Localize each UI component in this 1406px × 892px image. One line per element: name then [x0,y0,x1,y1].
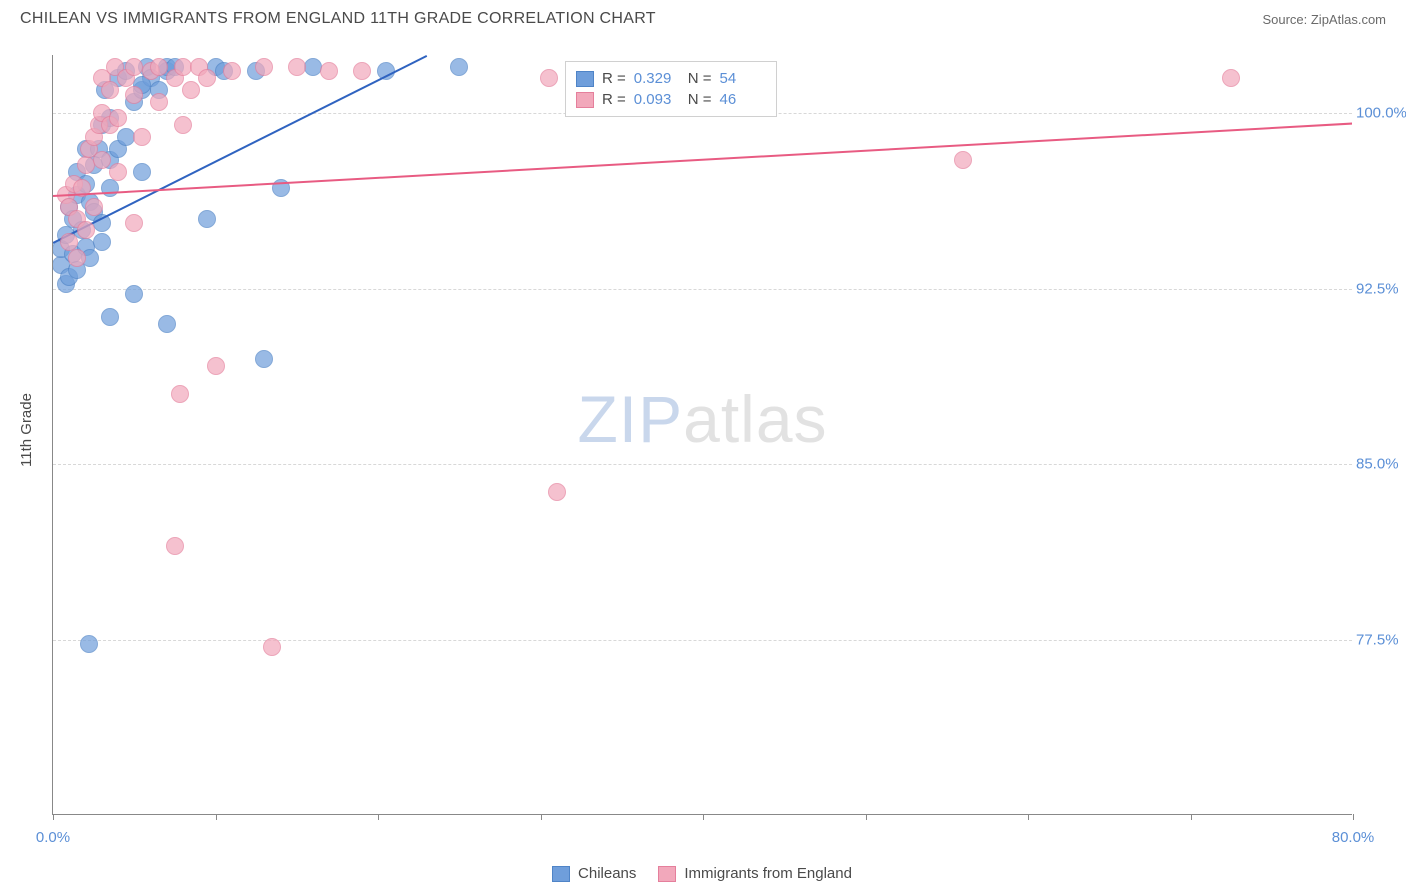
r-label: R = [602,91,626,108]
x-tick [53,814,54,820]
stats-legend-box: R = 0.329 N = 54 R = 0.093 N = 46 [565,61,777,117]
swatch-england [576,92,594,108]
r-label: R = [602,70,626,87]
n-value-england: 46 [720,91,766,108]
x-tick-label: 80.0% [1332,829,1375,846]
x-tick [703,814,704,820]
data-point-england [198,69,216,87]
data-point-england [207,357,225,375]
data-point-england [60,233,78,251]
r-value-chileans: 0.329 [634,70,680,87]
chart-title: CHILEAN VS IMMIGRANTS FROM ENGLAND 11TH … [20,10,656,28]
legend-item-england: Immigrants from England [658,865,852,882]
data-point-england [150,58,168,76]
x-tick [866,814,867,820]
data-point-chileans [158,315,176,333]
data-point-england [954,151,972,169]
data-point-england [171,385,189,403]
y-tick-label: 100.0% [1356,105,1406,122]
watermark: ZIPatlas [577,381,827,457]
legend-label-chileans: Chileans [578,865,636,882]
data-point-chileans [198,210,216,228]
source-label: Source: ZipAtlas.com [1262,12,1386,27]
data-point-england [85,198,103,216]
gridline [53,464,1352,465]
x-tick [216,814,217,820]
stats-row-chileans: R = 0.329 N = 54 [576,68,766,89]
data-point-england [133,128,151,146]
data-point-england [109,163,127,181]
data-point-england [150,93,168,111]
r-value-england: 0.093 [634,91,680,108]
x-tick-label: 0.0% [36,829,70,846]
regression-line-england [53,123,1352,197]
data-point-england [320,62,338,80]
data-point-chileans [450,58,468,76]
n-value-chileans: 54 [720,70,766,87]
data-point-england [166,537,184,555]
y-tick-label: 92.5% [1356,280,1406,297]
data-point-chileans [125,285,143,303]
n-label: N = [688,91,712,108]
x-tick [1353,814,1354,820]
data-point-chileans [101,179,119,197]
legend-swatch-chileans [552,866,570,882]
x-tick [1028,814,1029,820]
gridline [53,289,1352,290]
data-point-england [182,81,200,99]
plot-area: ZIPatlas [53,55,1352,814]
legend-label-england: Immigrants from England [684,865,852,882]
data-point-england [263,638,281,656]
chart-area: ZIPatlas R =0.329N =54R =0.093N =46 77.5… [52,55,1352,815]
gridline [53,640,1352,641]
stats-row-england: R = 0.093 N = 46 [576,89,766,110]
bottom-legend: Chileans Immigrants from England [52,865,1352,882]
data-point-england [93,151,111,169]
data-point-england [125,58,143,76]
x-tick [1191,814,1192,820]
legend-item-chileans: Chileans [552,865,636,882]
y-tick-label: 77.5% [1356,631,1406,648]
data-point-chileans [93,233,111,251]
x-tick [541,814,542,820]
data-point-chileans [255,350,273,368]
y-tick-label: 85.0% [1356,456,1406,473]
data-point-england [548,483,566,501]
data-point-england [101,81,119,99]
data-point-england [353,62,371,80]
data-point-chileans [80,635,98,653]
data-point-england [255,58,273,76]
data-point-england [174,116,192,134]
x-tick [378,814,379,820]
data-point-england [77,221,95,239]
legend-swatch-england [658,866,676,882]
data-point-england [109,109,127,127]
data-point-england [125,86,143,104]
data-point-england [288,58,306,76]
data-point-england [1222,69,1240,87]
data-point-chileans [101,308,119,326]
y-axis-label: 11th Grade [18,393,35,467]
data-point-chileans [304,58,322,76]
data-point-england [68,249,86,267]
data-point-england [540,69,558,87]
data-point-chileans [133,163,151,181]
swatch-chileans [576,71,594,87]
n-label: N = [688,70,712,87]
data-point-england [223,62,241,80]
data-point-england [125,214,143,232]
